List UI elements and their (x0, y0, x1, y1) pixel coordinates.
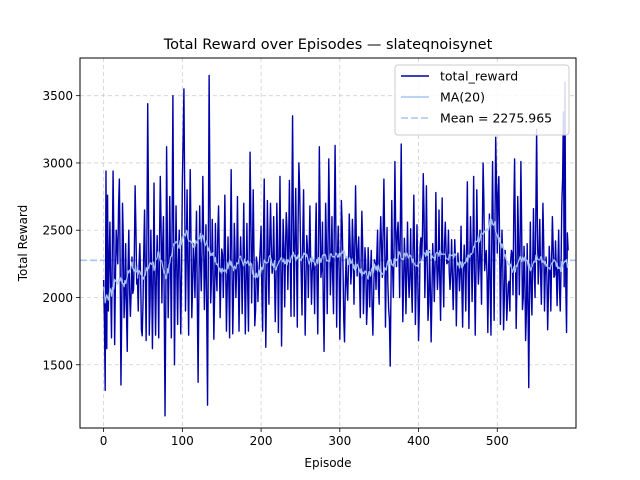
x-tick-label: 400 (407, 434, 430, 448)
x-tick-label: 200 (250, 434, 273, 448)
series-line-ma20 (103, 218, 569, 304)
axes-frame (79, 57, 577, 429)
axis-ticks: 0 100 200 300 400 500 1500 2000 2500 3000 3500 (42, 89, 508, 448)
legend-label-mean: Mean = 2275.965 (440, 111, 552, 126)
legend-box (394, 64, 570, 136)
y-tick-label: 2000 (42, 291, 73, 305)
x-tick-label: 100 (171, 434, 194, 448)
y-tick-label: 2500 (42, 224, 73, 238)
legend-label-ma20: MA(20) (440, 90, 485, 105)
series-line-total-reward (102, 74, 569, 417)
x-tick-label: 500 (486, 434, 509, 448)
x-tick-label: 0 (100, 434, 108, 448)
legend-label-total-reward: total_reward (440, 69, 518, 84)
chart-title: Total Reward over Episodes — slateqnoisy… (163, 37, 493, 53)
y-tick-label: 3500 (42, 89, 73, 103)
y-tick-label: 3000 (42, 156, 73, 170)
x-tick-label: 300 (328, 434, 351, 448)
x-axis-label: Episode (304, 456, 351, 470)
legend: total_reward MA(20) Mean = 2275.965 (394, 64, 570, 136)
plot-area (80, 74, 576, 417)
y-tick-label: 1500 (42, 358, 73, 372)
y-axis-label: Total Reward (16, 205, 30, 283)
